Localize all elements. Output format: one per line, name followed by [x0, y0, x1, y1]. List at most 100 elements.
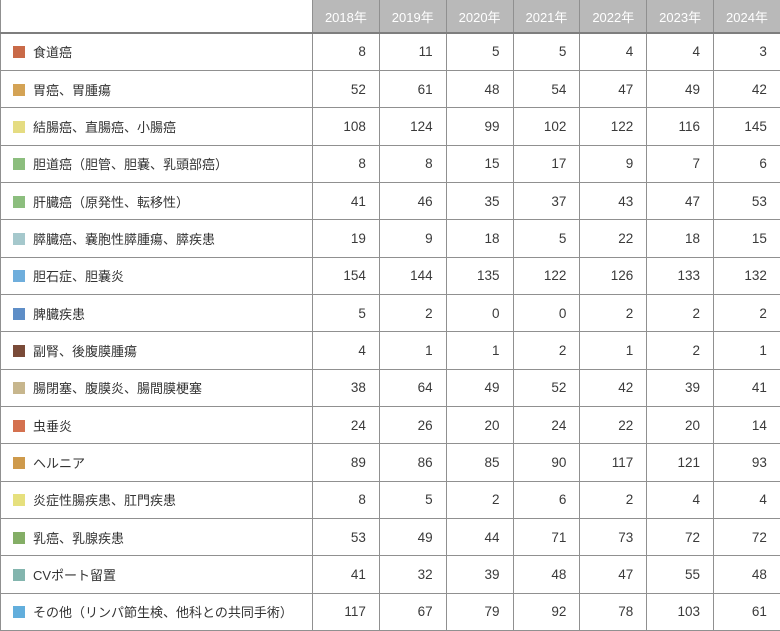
value-cell: 4 [312, 331, 380, 370]
table-row: ヘルニア 89 86 85 90 117 121 93 [0, 443, 780, 482]
value-cell: 48 [713, 555, 780, 594]
value-cell: 18 [646, 219, 715, 258]
value-cell: 26 [378, 405, 447, 445]
value-cell: 5 [312, 293, 380, 333]
value-cell: 5 [445, 32, 514, 71]
category-cell: 胃癌、胃腫瘍 [0, 69, 313, 109]
value-cell: 15 [445, 144, 514, 183]
value-cell: 53 [713, 181, 780, 221]
value-cell: 108 [312, 107, 380, 146]
value-cell: 79 [445, 592, 514, 631]
value-cell: 2 [445, 480, 514, 519]
category-color-swatch-icon [13, 606, 25, 619]
value-cell: 5 [512, 219, 581, 258]
value-cell: 133 [646, 256, 715, 295]
value-cell: 1 [579, 331, 648, 370]
value-cell: 41 [312, 555, 380, 594]
value-cell: 93 [713, 443, 780, 482]
table-row: 膵臓癌、嚢胞性膵腫瘍、膵疾患 19 9 18 5 22 18 15 [0, 219, 780, 258]
value-cell: 37 [512, 181, 581, 221]
category-color-swatch-icon [13, 419, 25, 432]
value-cell: 78 [579, 592, 648, 631]
table-row: 肝臓癌（原発性、転移性） 41 46 35 37 43 47 53 [0, 181, 780, 221]
value-cell: 61 [713, 592, 780, 631]
value-cell: 2 [512, 331, 581, 370]
category-cell: 腸閉塞、腹膜炎、腸間膜梗塞 [0, 368, 313, 407]
table-row: 結腸癌、直腸癌、小腸癌 108 124 99 102 122 116 145 [0, 107, 780, 146]
value-cell: 22 [579, 405, 648, 445]
value-cell: 4 [713, 480, 780, 519]
corner-cell [0, 0, 313, 34]
value-cell: 2 [579, 293, 648, 333]
category-label: 虫垂炎 [33, 418, 73, 434]
table-row: その他（リンパ節生検、他科との共同手術） 117 67 79 92 78 103 61 [0, 592, 780, 631]
value-cell: 2 [579, 480, 648, 519]
value-cell: 121 [646, 443, 715, 482]
value-cell: 55 [646, 555, 715, 594]
table-row: CVポート留置 41 32 39 48 47 55 48 [0, 555, 780, 594]
value-cell: 7 [646, 144, 715, 183]
category-cell: 脾臓疾患 [0, 293, 313, 333]
value-cell: 9 [378, 219, 447, 258]
category-color-swatch-icon [13, 494, 25, 507]
value-cell: 85 [445, 443, 514, 482]
table-row: 食道癌 8 11 5 5 4 4 3 [0, 32, 780, 71]
category-label: CVポート留置 [33, 567, 117, 583]
value-cell: 4 [646, 480, 715, 519]
value-cell: 48 [512, 555, 581, 594]
value-cell: 24 [312, 405, 380, 445]
category-label: 乳癌、乳腺疾患 [33, 530, 125, 546]
category-label: 胆石症、胆嚢炎 [33, 269, 125, 285]
value-cell: 2 [646, 293, 715, 333]
value-cell: 18 [445, 219, 514, 258]
category-color-swatch-icon [13, 270, 25, 283]
table-row: 副腎、後腹膜腫瘍 4 1 1 2 1 2 1 [0, 331, 780, 370]
value-cell: 47 [579, 69, 648, 109]
table-row: 乳癌、乳腺疾患 53 49 44 71 73 72 72 [0, 517, 780, 557]
value-cell: 117 [579, 443, 648, 482]
value-cell: 72 [713, 517, 780, 557]
year-header: 2024年 [713, 0, 780, 34]
value-cell: 126 [579, 256, 648, 295]
value-cell: 73 [579, 517, 648, 557]
table-row: 胃癌、胃腫瘍 52 61 48 54 47 49 42 [0, 69, 780, 109]
value-cell: 122 [579, 107, 648, 146]
category-label: 胆道癌（胆管、胆嚢、乳頭部癌） [33, 157, 229, 173]
value-cell: 154 [312, 256, 380, 295]
table-row: 虫垂炎 24 26 20 24 22 20 14 [0, 405, 780, 445]
value-cell: 20 [646, 405, 715, 445]
category-color-swatch-icon [13, 158, 25, 171]
value-cell: 99 [445, 107, 514, 146]
value-cell: 52 [512, 368, 581, 407]
value-cell: 41 [312, 181, 380, 221]
value-cell: 47 [579, 555, 648, 594]
table-header: 2018年 2019年 2020年 2021年 2022年 2023年 2024年 [0, 0, 780, 34]
value-cell: 47 [646, 181, 715, 221]
value-cell: 135 [445, 256, 514, 295]
table-row: 胆道癌（胆管、胆嚢、乳頭部癌） 8 8 15 17 9 7 6 [0, 144, 780, 183]
category-color-swatch-icon [13, 307, 25, 320]
value-cell: 61 [378, 69, 447, 109]
table-row: 腸閉塞、腹膜炎、腸間膜梗塞 38 64 49 52 42 39 41 [0, 368, 780, 407]
value-cell: 89 [312, 443, 380, 482]
category-label: その他（リンパ節生検、他科との共同手術） [33, 605, 293, 621]
category-label: 肝臓癌（原発性、転移性） [33, 194, 190, 210]
value-cell: 2 [713, 293, 780, 333]
value-cell: 43 [579, 181, 648, 221]
value-cell: 53 [312, 517, 380, 557]
category-color-swatch-icon [13, 344, 25, 357]
value-cell: 35 [445, 181, 514, 221]
category-cell: 胆石症、胆嚢炎 [0, 256, 313, 295]
table-body: 食道癌 8 11 5 5 4 4 3 胃癌、胃腫瘍 52 61 48 54 47 49 42 結腸癌、直腸癌、小… [0, 32, 780, 631]
category-cell: その他（リンパ節生検、他科との共同手術） [0, 592, 313, 631]
value-cell: 1 [378, 331, 447, 370]
value-cell: 15 [713, 219, 780, 258]
category-cell: 虫垂炎 [0, 405, 313, 445]
value-cell: 5 [512, 32, 581, 71]
value-cell: 39 [646, 368, 715, 407]
value-cell: 48 [445, 69, 514, 109]
category-cell: 胆道癌（胆管、胆嚢、乳頭部癌） [0, 144, 313, 183]
value-cell: 116 [646, 107, 715, 146]
value-cell: 0 [512, 293, 581, 333]
value-cell: 8 [312, 144, 380, 183]
